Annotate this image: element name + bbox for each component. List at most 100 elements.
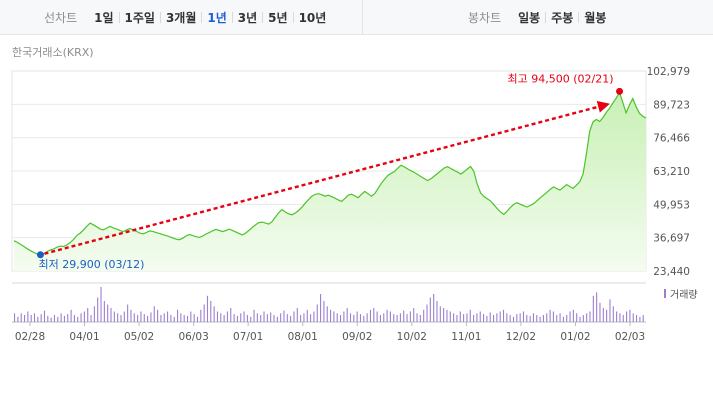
x-tick-label: 12/02	[506, 331, 536, 343]
volume-bar	[236, 315, 238, 322]
x-tick-label: 09/02	[342, 331, 372, 343]
tab-group-divider	[362, 0, 363, 35]
volume-bar	[180, 313, 182, 323]
volume-bar	[339, 315, 342, 322]
tab-1year[interactable]: 1년	[207, 11, 227, 25]
volume-bar	[127, 304, 129, 322]
volume-bar	[552, 311, 554, 322]
volume-bar	[333, 311, 335, 322]
volume-bar	[589, 311, 591, 322]
volume-bar	[376, 311, 378, 322]
volume-bar	[413, 308, 415, 322]
volume-bar	[170, 315, 172, 322]
volume-bar	[123, 311, 125, 322]
volume-bar	[486, 315, 488, 322]
volume-bar	[439, 306, 441, 323]
volume-bar	[53, 315, 56, 322]
tab-3month[interactable]: 3개월	[165, 11, 197, 25]
volume-bar	[572, 309, 574, 323]
volume-bar	[296, 308, 298, 322]
tab-daily-candle[interactable]: 일봉	[518, 11, 541, 25]
volume-bar	[446, 309, 448, 323]
volume-bar	[147, 315, 149, 322]
volume-bar	[313, 311, 315, 322]
y-tick-label: 36,697	[653, 233, 690, 245]
volume-bar	[130, 309, 132, 323]
volume-bar	[479, 311, 481, 322]
volume-bar	[616, 311, 618, 322]
tab-1week[interactable]: 1주일	[124, 11, 155, 25]
volume-bar	[63, 315, 65, 322]
volume-bar	[536, 315, 538, 322]
volume-bar	[529, 315, 531, 322]
y-tick-label: 89,723	[653, 99, 690, 111]
volume-bar	[609, 299, 611, 323]
volume-bar	[506, 313, 508, 323]
volume-bar	[253, 309, 255, 323]
volume-bar	[97, 297, 99, 322]
volume-bar	[612, 306, 614, 323]
volume-bar	[606, 309, 608, 323]
tab-5year[interactable]: 5년	[268, 11, 288, 25]
volume-bar	[542, 315, 544, 322]
tab-separator	[262, 12, 264, 23]
tab-monthly-candle[interactable]: 월봉	[584, 11, 607, 25]
candle-chart-label[interactable]: 봉차트	[468, 11, 502, 25]
volume-bar	[283, 310, 285, 322]
volume-bar	[40, 314, 42, 322]
volume-bar	[562, 316, 564, 323]
volume-bar	[426, 304, 428, 322]
volume-bar	[270, 312, 272, 322]
volume-bar	[602, 308, 604, 322]
price-area-fill	[14, 92, 646, 271]
volume-bar	[153, 306, 155, 323]
line-chart-label[interactable]: 선차트	[44, 11, 78, 25]
x-tick-label: 01/02	[560, 331, 590, 343]
candle-chart-tab-group: 봉차트 일봉 주봉 월봉	[468, 0, 611, 35]
volume-bar	[443, 308, 445, 322]
volume-bar	[203, 304, 205, 322]
volume-bar	[396, 315, 398, 322]
volume-bar	[167, 311, 169, 322]
volume-bar	[303, 313, 305, 323]
volume-bar	[626, 311, 628, 322]
y-tick-label: 102,979	[647, 66, 690, 78]
volume-bar	[512, 316, 515, 323]
tab-separator	[201, 12, 203, 23]
tab-separator	[118, 12, 120, 23]
volume-bar	[37, 316, 39, 323]
volume-bar	[463, 314, 465, 322]
volume-bar	[240, 313, 242, 323]
line-chart-tab-group: 선차트 1일 1주일 3개월 1년 3년 5년 10년	[44, 0, 331, 35]
high-price-label: 최고 94,500 (02/21)	[508, 72, 614, 85]
volume-bar	[326, 306, 328, 323]
volume-bar	[419, 315, 421, 322]
volume-bar	[629, 309, 631, 323]
volume-bar	[399, 313, 401, 323]
volume-bar	[546, 313, 548, 323]
volume-bar	[107, 304, 109, 322]
volume-bar	[113, 311, 115, 322]
volume-bar	[383, 313, 385, 323]
volume-bar	[77, 316, 79, 323]
volume-bar	[406, 314, 408, 322]
tab-weekly-candle[interactable]: 주봉	[551, 11, 574, 25]
volume-bar	[230, 308, 232, 322]
tab-3year[interactable]: 3년	[237, 11, 258, 25]
y-tick-label: 63,210	[653, 166, 690, 178]
tab-1day[interactable]: 1일	[94, 11, 114, 25]
volume-bar	[190, 311, 192, 322]
volume-bar	[556, 315, 558, 322]
volume-bar	[592, 295, 594, 323]
volume-bar	[393, 314, 395, 322]
volume-bar	[196, 316, 199, 323]
volume-bar	[433, 294, 435, 322]
tab-10year[interactable]: 10년	[298, 11, 327, 25]
volume-bar	[163, 313, 165, 323]
volume-bar	[389, 311, 391, 322]
volume-bar	[260, 315, 262, 322]
volume-bar	[373, 308, 375, 322]
volume-bar	[310, 314, 312, 322]
volume-bar	[286, 314, 288, 322]
